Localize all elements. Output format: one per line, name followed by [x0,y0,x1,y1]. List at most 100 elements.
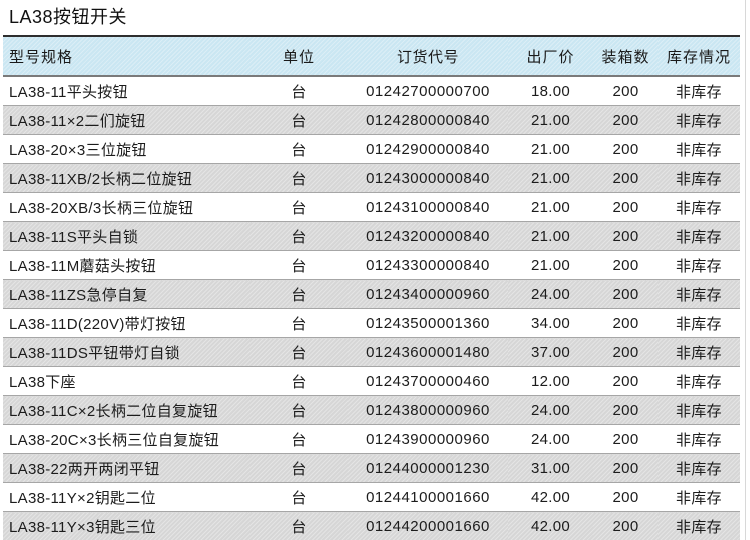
cell-unit: 台 [250,134,348,164]
cell-factory-price: 21.00 [508,134,593,164]
table-body: LA38-11平头按钮 台 01242700000700 18.00 200 非… [3,76,740,540]
col-header-unit: 单位 [250,36,348,77]
cell-order-code: 01242700000700 [348,76,508,106]
cell-order-code: 01243700000460 [348,366,508,396]
cell-order-code: 01243600001480 [348,337,508,367]
table-row: LA38-20C×3长柄三位自复旋钮 台 01243900000960 24.0… [3,424,740,454]
cell-packing-qty: 200 [593,279,658,309]
cell-unit: 台 [250,163,348,193]
cell-model: LA38-11D(220V)带灯按钮 [3,308,250,338]
table-row: LA38-11ZS急停自复 台 01243400000960 24.00 200… [3,279,740,309]
page-right-edge-line [745,0,746,540]
cell-stock-status: 非库存 [658,337,740,367]
cell-factory-price: 24.00 [508,424,593,454]
table-row: LA38-22两开两闭平钮 台 01244000001230 31.00 200… [3,453,740,483]
cell-factory-price: 18.00 [508,76,593,106]
cell-stock-status: 非库存 [658,308,740,338]
cell-factory-price: 12.00 [508,366,593,396]
cell-order-code: 01243800000960 [348,395,508,425]
cell-model: LA38-11×2二们旋钮 [3,105,250,135]
table-row: LA38-20×3三位旋钮 台 01242900000840 21.00 200… [3,134,740,164]
cell-packing-qty: 200 [593,395,658,425]
table-row: LA38-11D(220V)带灯按钮 台 01243500001360 34.0… [3,308,740,338]
cell-unit: 台 [250,221,348,251]
cell-packing-qty: 200 [593,482,658,512]
cell-model: LA38-11XB/2长柄二位旋钮 [3,163,250,193]
table-row: LA38-11XB/2长柄二位旋钮 台 01243000000840 21.00… [3,163,740,193]
cell-order-code: 01242900000840 [348,134,508,164]
cell-unit: 台 [250,395,348,425]
cell-unit: 台 [250,511,348,540]
cell-packing-qty: 200 [593,424,658,454]
cell-packing-qty: 200 [593,511,658,540]
cell-unit: 台 [250,76,348,106]
cell-factory-price: 21.00 [508,192,593,222]
cell-factory-price: 21.00 [508,105,593,135]
cell-factory-price: 31.00 [508,453,593,483]
cell-stock-status: 非库存 [658,453,740,483]
table-row: LA38-11平头按钮 台 01242700000700 18.00 200 非… [3,76,740,106]
cell-unit: 台 [250,308,348,338]
cell-packing-qty: 200 [593,192,658,222]
cell-stock-status: 非库存 [658,511,740,540]
cell-factory-price: 24.00 [508,395,593,425]
cell-stock-status: 非库存 [658,221,740,251]
cell-order-code: 01243200000840 [348,221,508,251]
cell-packing-qty: 200 [593,76,658,106]
cell-packing-qty: 200 [593,105,658,135]
cell-unit: 台 [250,453,348,483]
cell-stock-status: 非库存 [658,279,740,309]
cell-order-code: 01244000001230 [348,453,508,483]
cell-stock-status: 非库存 [658,192,740,222]
col-header-model: 型号规格 [3,36,250,77]
cell-stock-status: 非库存 [658,76,740,106]
cell-model: LA38-11M蘑菇头按钮 [3,250,250,280]
cell-stock-status: 非库存 [658,105,740,135]
table-row: LA38-11C×2长柄二位自复旋钮 台 01243800000960 24.0… [3,395,740,425]
table-row: LA38-11Y×3钥匙三位 台 01244200001660 42.00 20… [3,511,740,540]
cell-model: LA38-11DS平钮带灯自锁 [3,337,250,367]
cell-factory-price: 42.00 [508,482,593,512]
cell-model: LA38-11平头按钮 [3,76,250,106]
col-header-packing-qty: 装箱数 [593,36,658,77]
cell-packing-qty: 200 [593,221,658,251]
cell-model: LA38-11ZS急停自复 [3,279,250,309]
cell-packing-qty: 200 [593,163,658,193]
table-row: LA38-11Y×2钥匙二位 台 01244100001660 42.00 20… [3,482,740,512]
cell-model: LA38-11Y×3钥匙三位 [3,511,250,540]
price-table: 型号规格 单位 订货代号 出厂价 装箱数 库存情况 LA38-11平头按钮 台 … [3,35,740,540]
col-header-factory-price: 出厂价 [508,36,593,77]
cell-order-code: 01243000000840 [348,163,508,193]
cell-factory-price: 34.00 [508,308,593,338]
col-header-stock-status: 库存情况 [658,36,740,77]
cell-packing-qty: 200 [593,366,658,396]
cell-factory-price: 37.00 [508,337,593,367]
cell-order-code: 01243100000840 [348,192,508,222]
cell-model: LA38-20×3三位旋钮 [3,134,250,164]
cell-order-code: 01244100001660 [348,482,508,512]
cell-unit: 台 [250,424,348,454]
cell-order-code: 01242800000840 [348,105,508,135]
cell-model: LA38-20C×3长柄三位自复旋钮 [3,424,250,454]
cell-factory-price: 21.00 [508,221,593,251]
cell-packing-qty: 200 [593,308,658,338]
cell-stock-status: 非库存 [658,134,740,164]
cell-unit: 台 [250,482,348,512]
cell-model: LA38-22两开两闭平钮 [3,453,250,483]
table-row: LA38-11DS平钮带灯自锁 台 01243600001480 37.00 2… [3,337,740,367]
cell-stock-status: 非库存 [658,482,740,512]
table-row: LA38-11M蘑菇头按钮 台 01243300000840 21.00 200… [3,250,740,280]
cell-model: LA38-11C×2长柄二位自复旋钮 [3,395,250,425]
cell-model: LA38-11S平头自锁 [3,221,250,251]
table-header-row: 型号规格 单位 订货代号 出厂价 装箱数 库存情况 [3,36,740,77]
cell-factory-price: 21.00 [508,250,593,280]
cell-stock-status: 非库存 [658,163,740,193]
cell-model: LA38下座 [3,366,250,396]
cell-stock-status: 非库存 [658,424,740,454]
cell-order-code: 01243400000960 [348,279,508,309]
cell-model: LA38-20XB/3长柄三位旋钮 [3,192,250,222]
cell-packing-qty: 200 [593,453,658,483]
page-title: LA38按钮开关 [9,7,128,27]
cell-unit: 台 [250,192,348,222]
